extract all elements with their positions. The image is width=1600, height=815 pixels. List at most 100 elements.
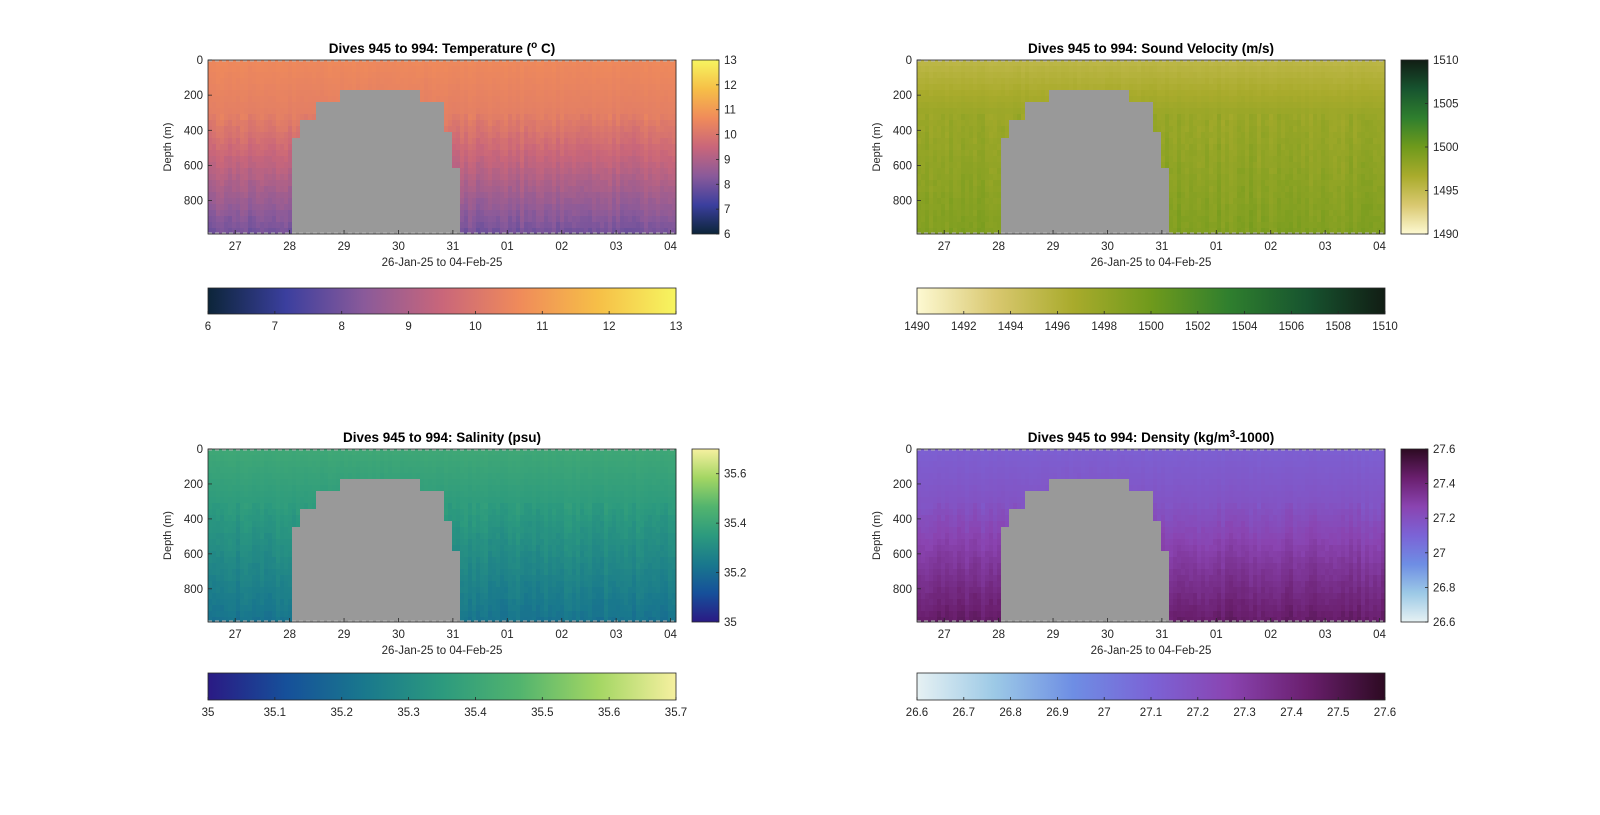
heatmap-cell	[1041, 168, 1046, 175]
heatmap-cell	[264, 72, 269, 79]
heatmap-cell	[576, 78, 581, 85]
heatmap-cell	[492, 102, 497, 109]
heatmap-cell	[436, 60, 441, 67]
heatmap-cell	[492, 216, 497, 223]
heatmap-cell	[228, 156, 233, 163]
heatmap-cell	[969, 60, 974, 67]
heatmap-cell	[480, 198, 485, 205]
heatmap-cell	[468, 156, 473, 163]
heatmap-cell	[296, 162, 301, 169]
heatmap-cell	[965, 108, 970, 115]
heatmap-cell	[1069, 216, 1074, 223]
chart-title: Dives 945 to 994: Temperature (o C)	[329, 40, 555, 57]
heatmap-cell	[424, 66, 429, 73]
heatmap-cell	[336, 150, 341, 157]
heatmap-cell	[508, 78, 513, 85]
heatmap-cell	[324, 150, 329, 157]
heatmap-cell	[624, 192, 629, 199]
heatmap-cell	[220, 204, 225, 211]
heatmap-cell	[584, 192, 589, 199]
heatmap-cell	[372, 72, 377, 79]
heatmap-cell	[1005, 192, 1010, 199]
heatmap-cell	[516, 156, 521, 163]
heatmap-cell	[384, 192, 389, 199]
heatmap-cell	[248, 114, 253, 121]
heatmap-cell	[1113, 150, 1118, 157]
heatmap-cell	[288, 78, 293, 85]
heatmap-cell	[396, 192, 401, 199]
heatmap-cell	[977, 114, 982, 121]
heatmap-cell	[580, 222, 585, 229]
heatmap-cell	[652, 84, 657, 91]
heatmap-cell	[1045, 186, 1050, 193]
heatmap-cell	[344, 192, 349, 199]
heatmap-cell	[428, 90, 433, 97]
heatmap-cell	[632, 120, 637, 127]
heatmap-cell	[1121, 60, 1126, 67]
heatmap-cell	[468, 66, 473, 73]
heatmap-cell	[1125, 174, 1130, 181]
heatmap-cell	[236, 144, 241, 151]
heatmap-cell	[620, 156, 625, 163]
heatmap-cell	[1013, 114, 1018, 121]
heatmap-cell	[1025, 96, 1030, 103]
heatmap-cell	[568, 120, 573, 127]
heatmap-cell	[945, 60, 950, 67]
heatmap-cell	[496, 102, 501, 109]
heatmap-cell	[464, 186, 469, 193]
heatmap-cell	[965, 138, 970, 145]
heatmap-cell	[384, 126, 389, 133]
heatmap-cell	[672, 228, 677, 235]
heatmap-cell	[644, 126, 649, 133]
heatmap-cell	[1001, 66, 1006, 73]
heatmap-cell	[953, 78, 958, 85]
heatmap-cell	[1105, 120, 1110, 127]
heatmap-cell	[664, 60, 669, 67]
heatmap-cell	[1089, 198, 1094, 205]
heatmap-cell	[616, 108, 621, 115]
heatmap-cell	[949, 84, 954, 91]
heatmap-cell	[520, 126, 525, 133]
heatmap-cell	[428, 108, 433, 115]
heatmap-cell	[448, 222, 453, 229]
heatmap-cell	[232, 222, 237, 229]
heatmap-cell	[524, 66, 529, 73]
heatmap-cell	[1097, 78, 1102, 85]
heatmap-cell	[949, 216, 954, 223]
heatmap-cell	[1061, 180, 1066, 187]
heatmap-cell	[945, 168, 950, 175]
heatmap-cell	[476, 180, 481, 187]
heatmap-cell	[212, 96, 217, 103]
heatmap-cell	[941, 108, 946, 115]
heatmap-cell	[528, 144, 533, 151]
heatmap-cell	[308, 108, 313, 115]
heatmap-cell	[560, 210, 565, 217]
heatmap-cell	[556, 126, 561, 133]
heatmap-cell	[1089, 72, 1094, 79]
heatmap-cell	[600, 96, 605, 103]
heatmap-cell	[216, 102, 221, 109]
heatmap-cell	[1017, 174, 1022, 181]
heatmap-cell	[556, 108, 561, 115]
heatmap-cell	[1105, 72, 1110, 79]
heatmap-cell	[925, 180, 930, 187]
heatmap-cell	[1013, 156, 1018, 163]
heatmap-cell	[304, 156, 309, 163]
heatmap-cell	[1061, 174, 1066, 181]
heatmap-cell	[504, 150, 509, 157]
heatmap-cell	[340, 78, 345, 85]
heatmap-cell	[496, 156, 501, 163]
heatmap-cell	[544, 180, 549, 187]
heatmap-cell	[672, 90, 677, 97]
heatmap-cell	[272, 144, 277, 151]
heatmap-cell	[456, 90, 461, 97]
heatmap-cell	[404, 186, 409, 193]
heatmap-cell	[612, 102, 617, 109]
heatmap-cell	[929, 198, 934, 205]
heatmap-cell	[616, 222, 621, 229]
heatmap-cell	[412, 72, 417, 79]
heatmap-cell	[268, 210, 273, 217]
heatmap-cell	[624, 90, 629, 97]
heatmap-cell	[1057, 120, 1062, 127]
heatmap-cell	[320, 96, 325, 103]
